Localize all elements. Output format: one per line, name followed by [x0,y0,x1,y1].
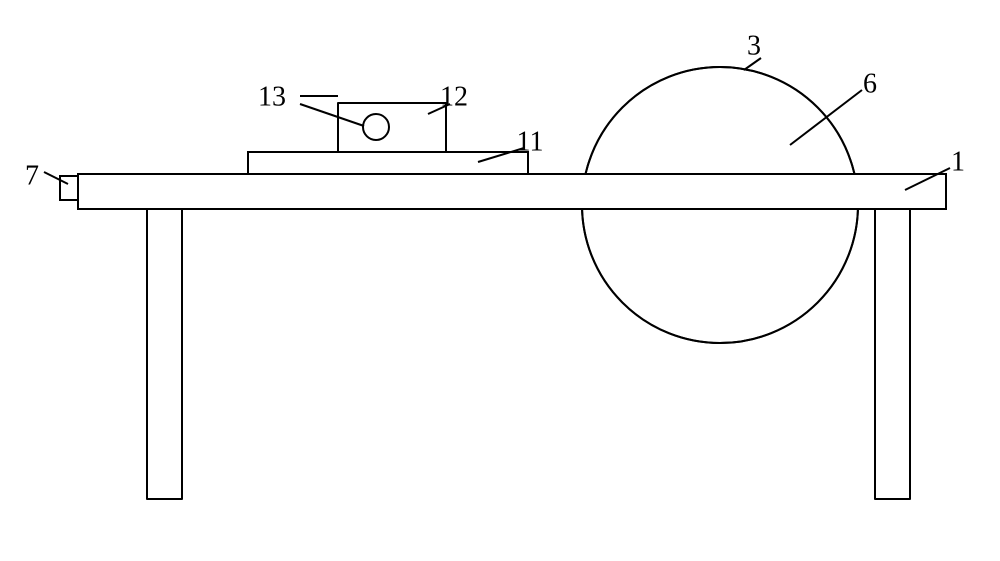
slab [248,152,528,174]
block [338,103,446,152]
label-1: 1 [951,146,965,177]
label-13: 13 [258,81,286,112]
label-11: 11 [517,126,544,157]
label-6: 6 [863,68,877,99]
table-leg-right [875,209,910,499]
label-12: 12 [440,81,468,112]
table-top [78,174,946,209]
table-leg-left [147,209,182,499]
label-13-leader-lower [300,104,364,126]
label-7: 7 [25,160,39,191]
label-3: 3 [747,30,761,61]
block-hole [363,114,389,140]
side-block [60,176,78,200]
